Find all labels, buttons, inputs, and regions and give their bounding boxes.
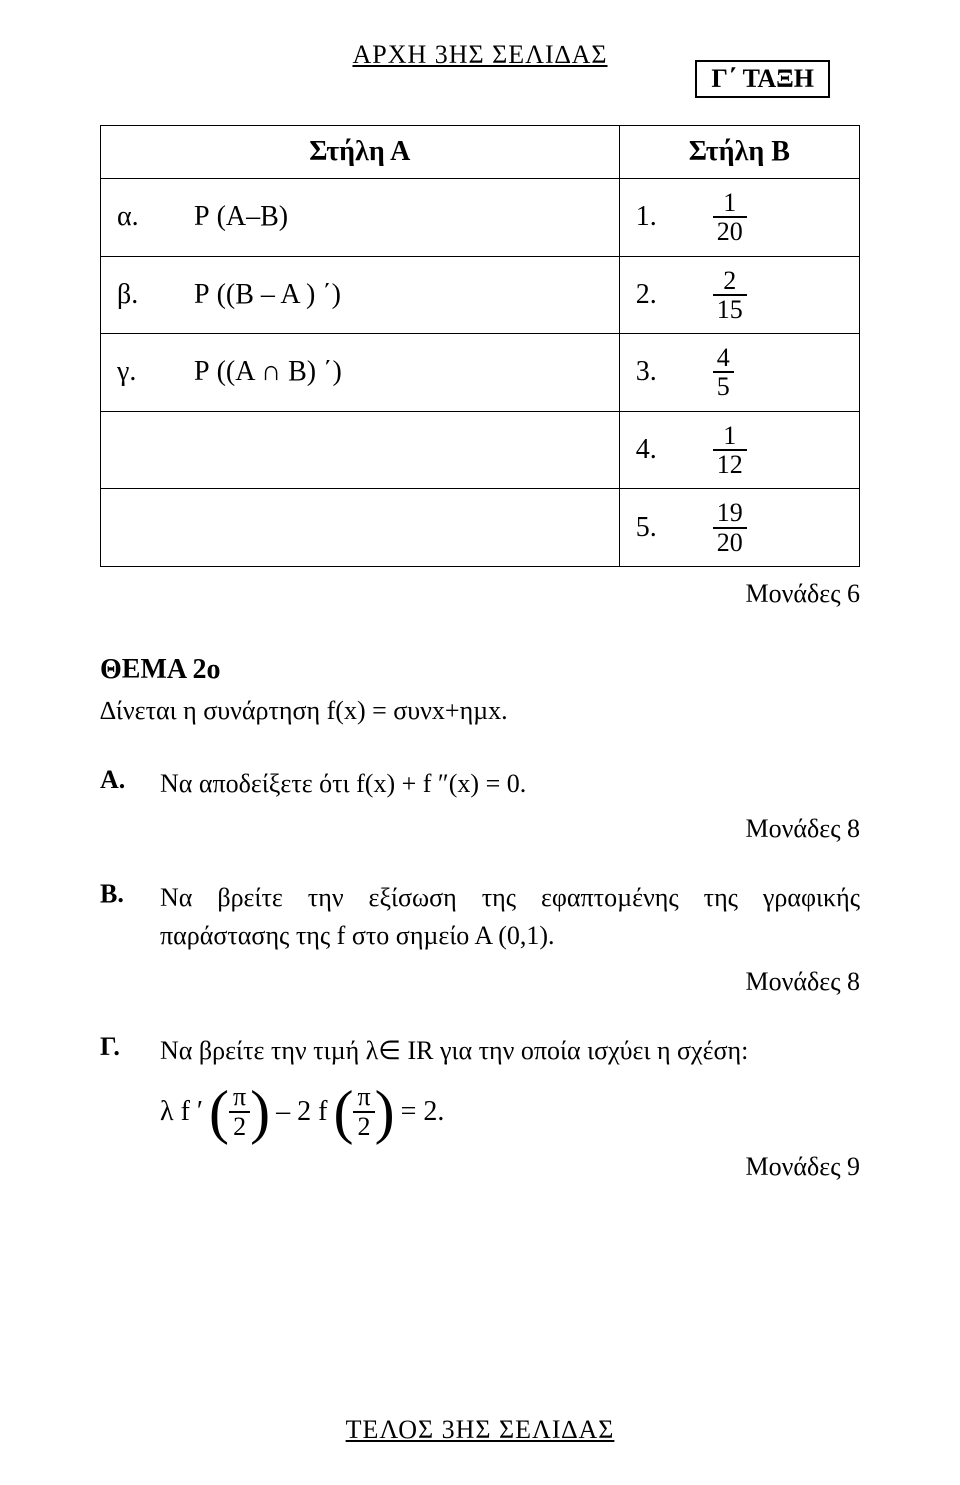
col-a-header: Στήλη Α — [101, 126, 620, 179]
row-a-expr — [178, 489, 619, 567]
eq-mid: – 2 f — [276, 1096, 327, 1128]
frac-num: π — [353, 1083, 374, 1112]
frac-den: 2 — [353, 1113, 374, 1140]
col-b-header: Στήλη Β — [619, 126, 859, 179]
table-row: α. Ρ (Α–Β) 1. 120 — [101, 179, 860, 257]
table-row: 4. 112 — [101, 411, 860, 489]
thema-intro: ∆ίνεται η συνάρτηση f(x) = συνx+ηµx. — [100, 692, 860, 730]
frac-num: 2 — [713, 267, 747, 296]
table-row: γ. Ρ ((Α ∩ Β) ΄) 3. 45 — [101, 334, 860, 412]
q-b-text: Να βρείτε την εξίσωση της εφαπτοµένης τη… — [160, 879, 860, 954]
row-b-label: 3. — [619, 334, 697, 412]
q-c-text: Να βρείτε την τιµή λ∈ IR για την οποία ι… — [160, 1032, 860, 1070]
row-a-label — [101, 489, 179, 567]
frac-num: 1 — [713, 189, 747, 218]
frac-num: 4 — [713, 344, 734, 373]
row-b-label: 1. — [619, 179, 697, 257]
row-a-label: γ. — [101, 334, 179, 412]
big-paren-1: ( π 2 ) — [209, 1083, 270, 1140]
row-a-expr: Ρ (Α–Β) — [178, 179, 619, 257]
row-b-label: 5. — [619, 489, 697, 567]
frac-den: 20 — [713, 218, 747, 245]
question-a: Α. Να αποδείξετε ότι f(x) + f ″(x) = 0. — [100, 765, 860, 803]
question-b: Β. Να βρείτε την εξίσωση της εφαπτοµένης… — [100, 879, 860, 954]
row-a-expr — [178, 411, 619, 489]
row-b-expr: 45 — [697, 334, 860, 412]
table-row: 5. 1920 — [101, 489, 860, 567]
frac-den: 2 — [229, 1113, 250, 1140]
points-table: Μονάδες 6 — [100, 579, 860, 609]
table-header-row: Στήλη Α Στήλη Β — [101, 126, 860, 179]
page-footer: ΤΕΛΟΣ 3ΗΣ ΣΕΛΙ∆ΑΣ — [0, 1415, 960, 1445]
row-b-expr: 1920 — [697, 489, 860, 567]
row-b-expr: 112 — [697, 411, 860, 489]
q-a-points: Μονάδες 8 — [100, 814, 860, 844]
q-a-text: Να αποδείξετε ότι f(x) + f ″(x) = 0. — [160, 765, 860, 803]
row-a-label — [101, 411, 179, 489]
row-b-expr: 215 — [697, 256, 860, 334]
big-paren-2: ( π 2 ) — [333, 1083, 394, 1140]
row-b-label: 2. — [619, 256, 697, 334]
eq-prefix: λ f ′ — [160, 1096, 203, 1128]
matching-table: Στήλη Α Στήλη Β α. Ρ (Α–Β) 1. 120 β. Ρ (… — [100, 125, 860, 567]
row-a-expr: Ρ ((Α ∩ Β) ΄) — [178, 334, 619, 412]
eq-tail: = 2. — [401, 1096, 445, 1128]
class-box: Γ΄ ΤΑΞΗ — [695, 60, 830, 98]
frac-den: 20 — [713, 529, 747, 556]
thema-title: ΘΕΜΑ 2ο — [100, 654, 860, 686]
row-a-expr: Ρ ((Β – Α ) ΄) — [178, 256, 619, 334]
question-c: Γ. Να βρείτε την τιµή λ∈ IR για την οποί… — [100, 1032, 860, 1070]
q-c-equation: λ f ′ ( π 2 ) – 2 f ( π 2 ) = 2. — [160, 1083, 860, 1140]
row-b-expr: 120 — [697, 179, 860, 257]
row-a-label: β. — [101, 256, 179, 334]
frac-num: π — [229, 1083, 250, 1112]
q-b-label: Β. — [100, 879, 160, 909]
frac-den: 12 — [713, 451, 747, 478]
frac-den: 5 — [713, 373, 734, 400]
q-a-label: Α. — [100, 765, 160, 795]
q-c-label: Γ. — [100, 1032, 160, 1062]
row-a-label: α. — [101, 179, 179, 257]
frac-num: 19 — [713, 499, 747, 528]
table-row: β. Ρ ((Β – Α ) ΄) 2. 215 — [101, 256, 860, 334]
q-b-points: Μονάδες 8 — [100, 967, 860, 997]
row-b-label: 4. — [619, 411, 697, 489]
frac-den: 15 — [713, 296, 747, 323]
q-c-points: Μονάδες 9 — [100, 1152, 860, 1182]
frac-num: 1 — [713, 422, 747, 451]
